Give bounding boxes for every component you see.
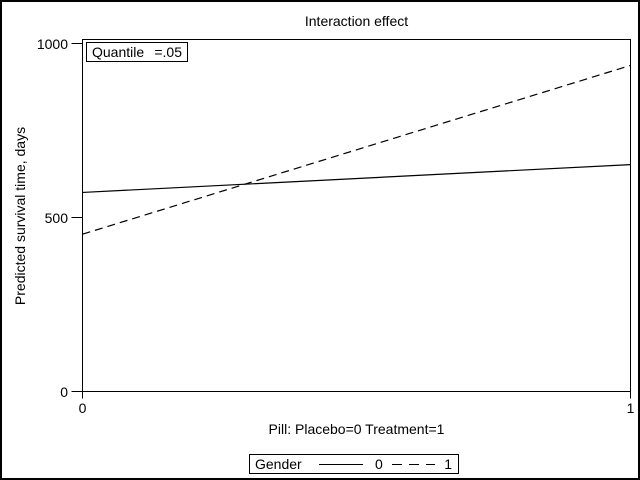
y-tick-label: 0	[60, 383, 68, 400]
plot-border	[82, 39, 631, 392]
series-line-gender-0	[82, 164, 631, 194]
x-axis-label: Pill: Placebo=0 Treatment=1	[268, 421, 445, 437]
x-tick-label: 0	[78, 400, 87, 416]
series-line-gender-1	[82, 64, 631, 235]
y-axis-label: Predicted survival time, days	[12, 126, 28, 306]
quantile-value: =.05	[154, 44, 182, 60]
x-tick-label: 1	[626, 400, 635, 416]
legend-title: Gender	[255, 456, 302, 472]
dashed-line-sample	[391, 463, 436, 465]
legend-box: Gender 0 1	[249, 454, 459, 474]
legend-entry-dashed: 1	[444, 456, 452, 472]
y-tick-label: 1000	[36, 35, 68, 52]
chart-title: Interaction effect	[304, 13, 409, 29]
solid-line-sample	[318, 463, 364, 465]
quantile-annotation-box: Quantile =.05	[86, 42, 188, 62]
legend-entry-solid: 0	[375, 456, 383, 472]
y-tick-label: 500	[44, 209, 68, 226]
quantile-label: Quantile	[92, 44, 145, 60]
